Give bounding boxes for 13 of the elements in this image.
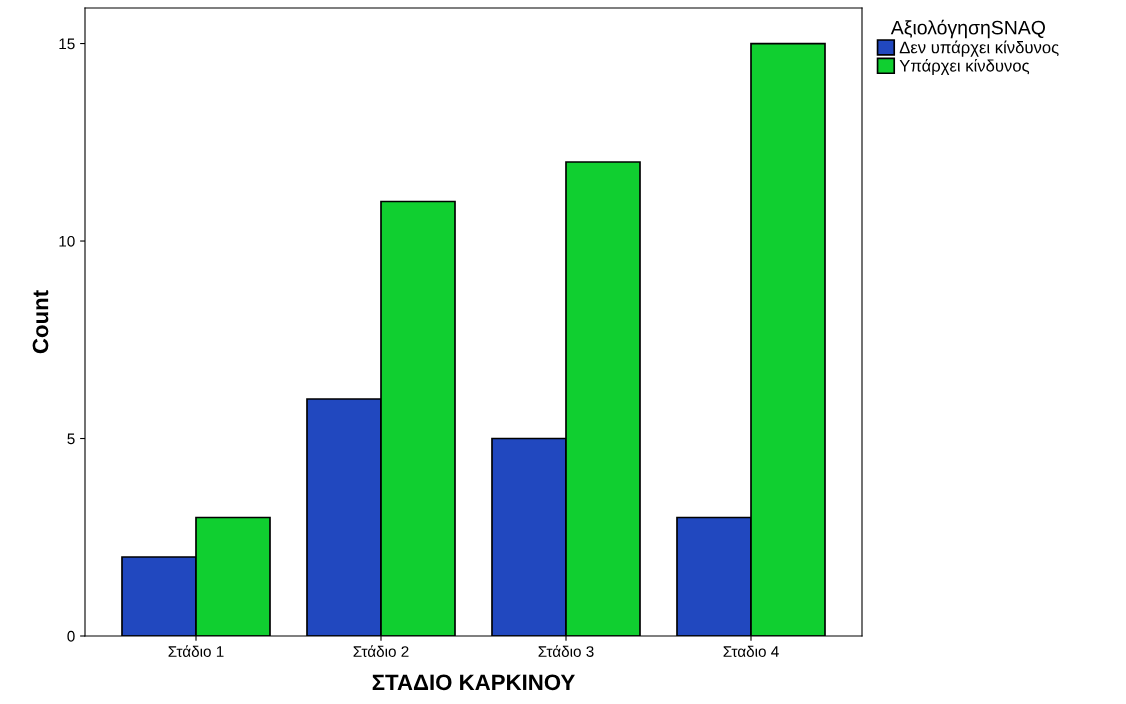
x-tick-label: Στάδιο 2 — [353, 645, 409, 657]
legend-title: ΑξιολόγησηSNAQ — [890, 19, 1045, 39]
legend-label: Δεν υπάρχει κίνδυνος — [899, 40, 1059, 57]
y-tick-label: 15 — [59, 38, 75, 50]
y-tick-label: 10 — [59, 235, 75, 247]
y-tick-label: 0 — [67, 630, 75, 642]
x-axis-title: ΣΤΑΔΙΟ ΚΑΡΚΙΝΟΥ — [372, 674, 575, 691]
x-tick-label: Στάδιο 1 — [168, 645, 224, 657]
x-tick-label: Σταδιο 4 — [723, 645, 779, 657]
y-tick-label: 5 — [67, 433, 75, 445]
legend-label: Υπάρχει κίνδυνος — [899, 58, 1030, 75]
y-axis-title: Count — [32, 290, 49, 354]
x-tick-label: Στάδιο 3 — [538, 645, 594, 657]
